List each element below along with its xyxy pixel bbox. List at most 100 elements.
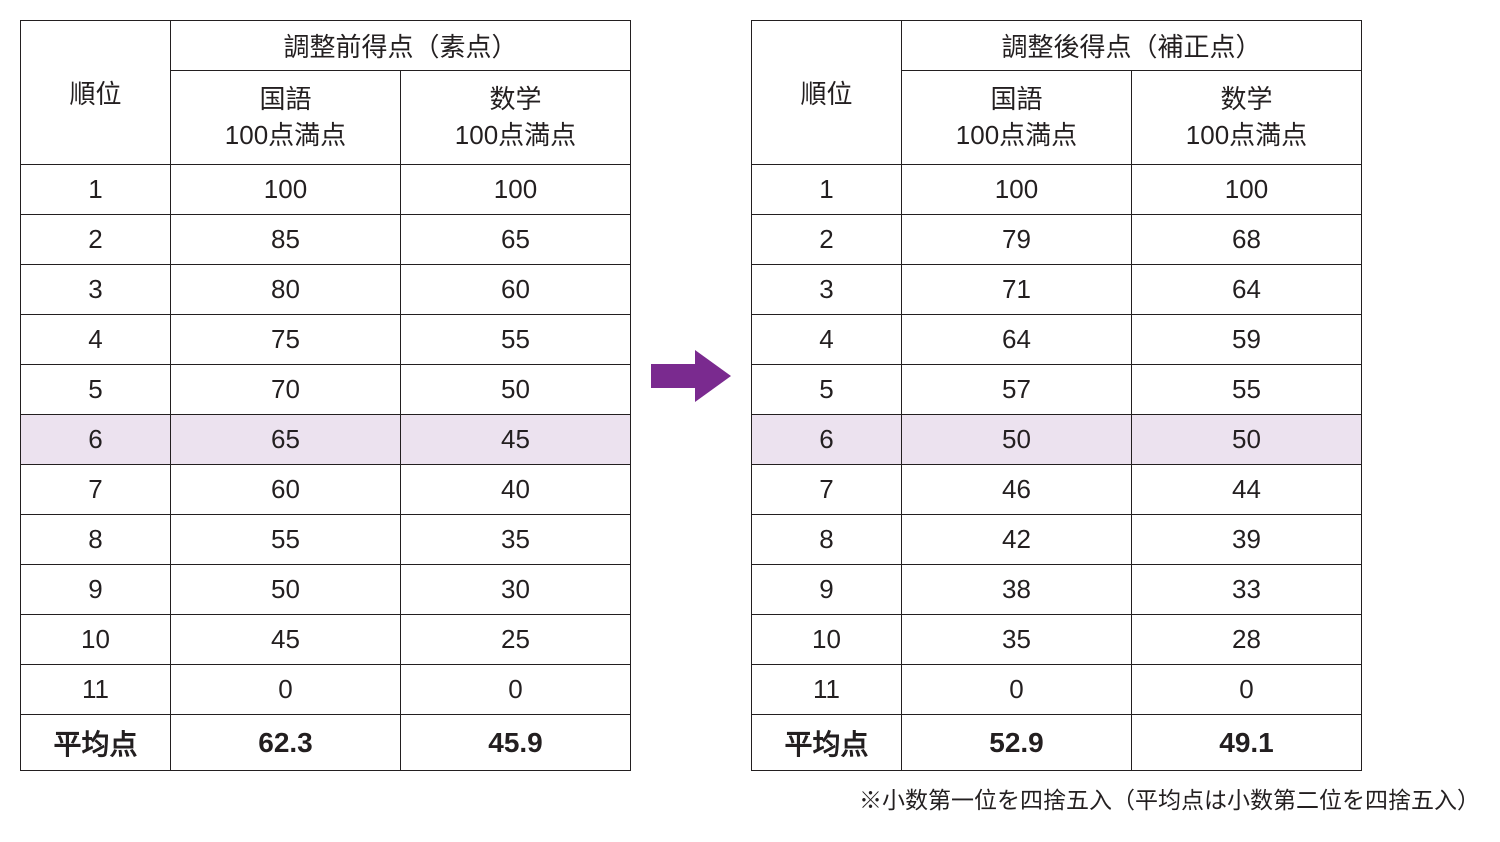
right-avg-label: 平均点: [752, 715, 902, 771]
cell-s1: 70: [171, 365, 401, 415]
left-avg-label: 平均点: [21, 715, 171, 771]
cell-rank: 7: [21, 465, 171, 515]
left-tbody: 1100100285653806047555570506654576040855…: [21, 165, 631, 715]
cell-s1: 57: [902, 365, 1132, 415]
cell-s2: 30: [401, 565, 631, 615]
cell-s1: 55: [171, 515, 401, 565]
cell-rank: 8: [752, 515, 902, 565]
cell-s1: 35: [902, 615, 1132, 665]
cell-s2: 40: [401, 465, 631, 515]
right-avg-s2: 49.1: [1132, 715, 1362, 771]
cell-s2: 25: [401, 615, 631, 665]
cell-s2: 64: [1132, 265, 1362, 315]
cell-rank: 1: [752, 165, 902, 215]
left-avg-s1: 62.3: [171, 715, 401, 771]
footnote: ※小数第一位を四捨五入（平均点は小数第二位を四捨五入）: [20, 781, 1480, 815]
cell-s2: 35: [401, 515, 631, 565]
cell-s2: 55: [401, 315, 631, 365]
cell-s2: 65: [401, 215, 631, 265]
cell-s1: 85: [171, 215, 401, 265]
cell-rank: 7: [752, 465, 902, 515]
right-subject1-header: 国語 100点満点: [902, 71, 1132, 165]
cell-s2: 50: [1132, 415, 1362, 465]
left-table: 順位 調整前得点（素点） 国語 100点満点 数学 100点満点 1100100…: [20, 20, 631, 771]
left-subject2-name: 数学: [489, 84, 541, 114]
cell-s2: 60: [401, 265, 631, 315]
cell-s2: 0: [1132, 665, 1362, 715]
right-tbody: 1100100279683716446459557556505074644842…: [752, 165, 1362, 715]
cell-s1: 79: [902, 215, 1132, 265]
comparison-wrap: 順位 調整前得点（素点） 国語 100点満点 数学 100点満点 1100100…: [20, 20, 1480, 771]
left-title: 調整前得点（素点）: [171, 21, 631, 71]
right-subject2-name: 数学: [1220, 84, 1272, 114]
cell-s2: 28: [1132, 615, 1362, 665]
cell-s1: 75: [171, 315, 401, 365]
right-table-wrap: 順位 調整後得点（補正点） 国語 100点満点 数学 100点満点 110010…: [751, 20, 1362, 771]
cell-s1: 38: [902, 565, 1132, 615]
right-title: 調整後得点（補正点）: [902, 21, 1362, 71]
right-subject1-max: 100点満点: [956, 120, 1077, 150]
table-row: 65050: [752, 415, 1362, 465]
cell-s1: 0: [171, 665, 401, 715]
table-row: 1100100: [21, 165, 631, 215]
left-subject2-max: 100点満点: [455, 120, 576, 150]
cell-rank: 4: [752, 315, 902, 365]
table-row: 27968: [752, 215, 1362, 265]
cell-s1: 71: [902, 265, 1132, 315]
table-row: 76040: [21, 465, 631, 515]
left-subject1-name: 国語: [259, 84, 311, 114]
table-row: 95030: [21, 565, 631, 615]
cell-rank: 11: [21, 665, 171, 715]
table-row: 38060: [21, 265, 631, 315]
cell-rank: 1: [21, 165, 171, 215]
cell-rank: 2: [21, 215, 171, 265]
table-row: 46459: [752, 315, 1362, 365]
cell-s2: 50: [401, 365, 631, 415]
cell-s2: 59: [1132, 315, 1362, 365]
table-row: 55755: [752, 365, 1362, 415]
left-subject1-header: 国語 100点満点: [171, 71, 401, 165]
left-subject1-max: 100点満点: [225, 120, 346, 150]
cell-rank: 2: [752, 215, 902, 265]
right-rank-header: 順位: [752, 21, 902, 165]
table-row: 66545: [21, 415, 631, 465]
cell-rank: 5: [21, 365, 171, 415]
cell-s2: 44: [1132, 465, 1362, 515]
table-row: 84239: [752, 515, 1362, 565]
table-row: 1100: [752, 665, 1362, 715]
left-avg-s2: 45.9: [401, 715, 631, 771]
cell-rank: 4: [21, 315, 171, 365]
cell-s1: 65: [171, 415, 401, 465]
table-row: 1100100: [752, 165, 1362, 215]
cell-rank: 11: [752, 665, 902, 715]
table-row: 85535: [21, 515, 631, 565]
cell-s2: 100: [401, 165, 631, 215]
cell-s1: 64: [902, 315, 1132, 365]
table-row: 37164: [752, 265, 1362, 315]
cell-rank: 9: [752, 565, 902, 615]
cell-rank: 6: [21, 415, 171, 465]
cell-rank: 3: [752, 265, 902, 315]
right-subject2-header: 数学 100点満点: [1132, 71, 1362, 165]
table-row: 1100: [21, 665, 631, 715]
cell-s2: 100: [1132, 165, 1362, 215]
cell-s1: 100: [902, 165, 1132, 215]
right-table: 順位 調整後得点（補正点） 国語 100点満点 数学 100点満点 110010…: [751, 20, 1362, 771]
table-row: 74644: [752, 465, 1362, 515]
left-rank-header: 順位: [21, 21, 171, 165]
cell-s1: 45: [171, 615, 401, 665]
cell-rank: 10: [21, 615, 171, 665]
left-table-wrap: 順位 調整前得点（素点） 国語 100点満点 数学 100点満点 1100100…: [20, 20, 631, 771]
table-row: 47555: [21, 315, 631, 365]
cell-s1: 100: [171, 165, 401, 215]
right-subject1-name: 国語: [990, 84, 1042, 114]
left-avg-row: 平均点 62.3 45.9: [21, 715, 631, 771]
table-row: 57050: [21, 365, 631, 415]
cell-s2: 0: [401, 665, 631, 715]
right-subject2-max: 100点満点: [1186, 120, 1307, 150]
cell-s1: 80: [171, 265, 401, 315]
cell-rank: 10: [752, 615, 902, 665]
right-avg-s1: 52.9: [902, 715, 1132, 771]
cell-s2: 45: [401, 415, 631, 465]
arrow-icon: [651, 346, 731, 406]
